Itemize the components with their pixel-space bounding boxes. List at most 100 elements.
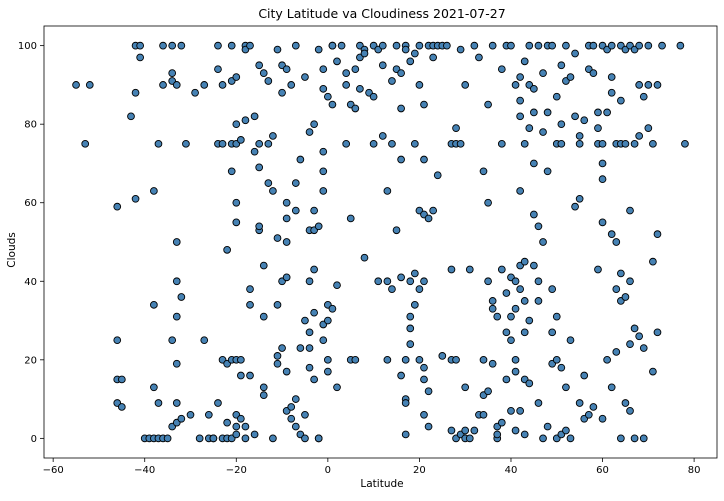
data-point: [378, 132, 387, 140]
data-point: [209, 434, 218, 443]
data-point: [351, 104, 360, 113]
data-point: [406, 324, 415, 333]
data-point: [626, 206, 634, 215]
data-point: [415, 41, 424, 50]
data-point: [168, 336, 177, 345]
data-point: [447, 265, 456, 274]
data-point: [113, 336, 122, 345]
data-point: [557, 139, 566, 148]
data-point: [598, 139, 607, 148]
x-tick-label: 20: [413, 465, 426, 476]
data-point: [291, 422, 300, 431]
data-point: [465, 434, 474, 443]
data-point: [351, 355, 360, 364]
data-point: [232, 120, 241, 129]
data-point: [617, 434, 625, 443]
data-point: [410, 49, 419, 58]
data-point: [154, 139, 163, 148]
data-point: [342, 139, 351, 148]
data-point: [136, 53, 144, 62]
data-point: [310, 120, 318, 129]
data-point: [415, 285, 424, 293]
data-point: [530, 108, 538, 117]
data-point: [502, 328, 511, 337]
data-point: [314, 434, 323, 443]
data-point: [589, 69, 598, 77]
data-point: [461, 81, 470, 89]
data-point: [150, 383, 158, 392]
data-point: [507, 312, 515, 321]
data-point: [653, 230, 662, 239]
data-point: [204, 410, 213, 419]
data-point: [282, 198, 291, 207]
data-point: [530, 84, 538, 93]
data-point: [511, 81, 520, 89]
data-point: [237, 414, 245, 423]
chart-title: City Latitude va Cloudiness 2021-07-27: [258, 6, 505, 21]
data-point: [241, 434, 250, 443]
data-point: [410, 269, 419, 278]
data-point: [246, 371, 254, 380]
data-point: [548, 328, 557, 337]
data-point: [241, 422, 250, 431]
x-axis: −60 −40 −20 0 20 40 60 80: [43, 458, 700, 476]
data-point: [328, 41, 337, 50]
data-point: [607, 230, 616, 239]
data-point: [520, 297, 529, 305]
y-tick-label: 60: [24, 198, 37, 209]
data-point: [644, 124, 653, 132]
data-point: [406, 277, 415, 286]
data-point: [415, 81, 424, 89]
data-point: [301, 73, 309, 81]
data-point: [420, 100, 428, 109]
data-point: [571, 49, 579, 58]
y-tick-label: 20: [24, 355, 37, 366]
data-point: [681, 139, 689, 148]
data-point: [342, 69, 351, 77]
data-point: [397, 104, 405, 113]
data-point: [342, 81, 351, 89]
data-point: [159, 41, 167, 50]
data-point: [543, 422, 552, 431]
data-point: [649, 257, 657, 266]
x-tick-label: −60: [43, 465, 64, 476]
data-point: [291, 206, 300, 215]
data-point: [259, 383, 268, 392]
data-point: [259, 261, 268, 270]
data-point: [282, 273, 291, 282]
data-point: [488, 304, 497, 313]
data-point: [388, 77, 396, 85]
data-point: [516, 73, 524, 81]
data-point: [639, 344, 648, 352]
data-point: [452, 355, 460, 364]
data-point: [310, 265, 318, 274]
data-point: [594, 108, 602, 117]
data-point: [598, 175, 607, 184]
data-point: [456, 45, 465, 54]
data-point: [562, 426, 570, 435]
data-point: [227, 167, 236, 176]
data-point: [530, 261, 538, 270]
data-point: [246, 285, 254, 293]
data-point: [310, 375, 318, 384]
data-point: [617, 96, 625, 105]
data-point: [255, 163, 264, 172]
data-point: [525, 379, 534, 388]
data-point: [182, 139, 190, 148]
data-point: [117, 403, 126, 411]
data-point: [282, 65, 291, 74]
data-point: [479, 355, 488, 364]
data-point: [305, 128, 314, 136]
data-point: [580, 371, 589, 380]
data-point: [337, 41, 346, 50]
data-point: [264, 77, 273, 85]
data-point: [301, 434, 309, 443]
data-point: [310, 308, 318, 317]
y-tick-label: 100: [18, 41, 37, 52]
data-point: [520, 139, 529, 148]
data-point: [621, 293, 630, 301]
y-axis: 0 20 40 60 80 100: [18, 41, 44, 445]
data-point: [612, 348, 621, 356]
data-point: [594, 124, 602, 132]
data-point: [291, 395, 300, 403]
